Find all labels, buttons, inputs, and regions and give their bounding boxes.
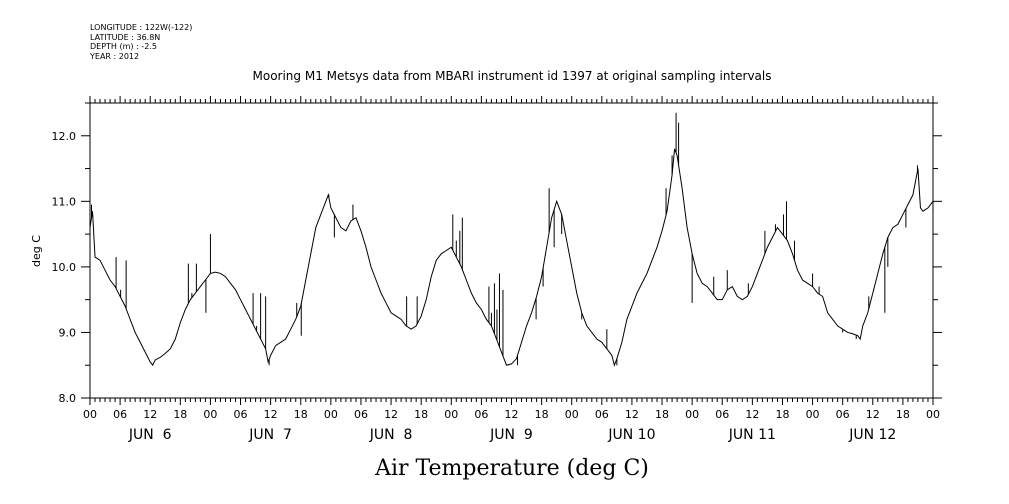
x-tick-labels: 00 06 12 18 00 06 12 18 00 06 12 18 00 06 12 18 00 06 12 18… — [83, 408, 940, 421]
x-hour-label: 12 — [625, 408, 639, 421]
x-hour-label: 12 — [745, 408, 759, 421]
y-tick-label: 8.0 — [59, 392, 77, 405]
y-tick-label: 11.0 — [52, 195, 77, 208]
temperature-spikes — [91, 112, 918, 366]
x-hour-label: 06 — [474, 408, 488, 421]
plot-frame — [89, 102, 934, 399]
x-date-label: JUN 10 — [607, 427, 655, 443]
x-hour-label: 18 — [414, 408, 428, 421]
date-labels: JUN 6 JUN 7 JUN 8 JUN 9 JUN 10 JUN 11 JUN 12 — [128, 427, 896, 443]
x-date-label: JUN 6 — [128, 427, 172, 443]
x-hour-label: 00 — [926, 408, 940, 421]
x-date-label: JUN 7 — [248, 427, 292, 443]
x-date-label: JUN 12 — [848, 427, 896, 443]
longitude-text: LONGITUDE : 122W(-122) — [90, 23, 192, 32]
y-axis-label: deg C — [30, 235, 43, 267]
x-hour-label: 12 — [143, 408, 157, 421]
x-hour-label: 06 — [836, 408, 850, 421]
x-hour-label: 00 — [83, 408, 97, 421]
x-hour-label: 12 — [264, 408, 278, 421]
x-hour-label: 06 — [113, 408, 127, 421]
x-date-label: JUN 11 — [728, 427, 776, 443]
x-hour-label: 00 — [444, 408, 458, 421]
x-hour-label: 12 — [866, 408, 880, 421]
x-date-label: JUN 8 — [369, 427, 413, 443]
x-hour-label: 18 — [294, 408, 308, 421]
x-hour-label: 18 — [535, 408, 549, 421]
y-tick-label: 9.0 — [59, 326, 77, 339]
x-hour-label: 00 — [806, 408, 820, 421]
x-hour-label: 00 — [565, 408, 579, 421]
x-hour-label: 06 — [234, 408, 248, 421]
x-hour-label: 06 — [595, 408, 609, 421]
y-tick-labels: 8.0 9.0 10.0 11.0 12.0 — [52, 130, 77, 405]
chart-title: Mooring M1 Metsys data from MBARI instru… — [253, 69, 772, 83]
x-date-label: JUN 9 — [489, 427, 533, 443]
x-hour-label: 18 — [173, 408, 187, 421]
x-axis-label: Air Temperature (deg C) — [374, 456, 649, 481]
x-hour-label: 00 — [324, 408, 338, 421]
x-hour-label: 12 — [384, 408, 398, 421]
x-hour-label: 18 — [655, 408, 669, 421]
x-hour-label: 18 — [896, 408, 910, 421]
x-hour-label: 12 — [505, 408, 519, 421]
x-hour-label: 00 — [685, 408, 699, 421]
year-text: YEAR : 2012 — [89, 52, 139, 61]
metadata-block: LONGITUDE : 122W(-122) LATITUDE : 36.8N … — [89, 23, 192, 61]
x-hour-label: 00 — [203, 408, 217, 421]
x-hour-label: 06 — [715, 408, 729, 421]
tick-marks — [81, 96, 942, 405]
y-tick-label: 10.0 — [52, 261, 77, 274]
latitude-text: LATITUDE : 36.8N — [90, 33, 160, 42]
x-hour-label: 18 — [775, 408, 789, 421]
temperature-series-line — [89, 148, 934, 367]
y-tick-label: 12.0 — [52, 130, 77, 143]
depth-text: DEPTH (m) : -2.5 — [90, 42, 157, 51]
x-hour-label: 06 — [354, 408, 368, 421]
